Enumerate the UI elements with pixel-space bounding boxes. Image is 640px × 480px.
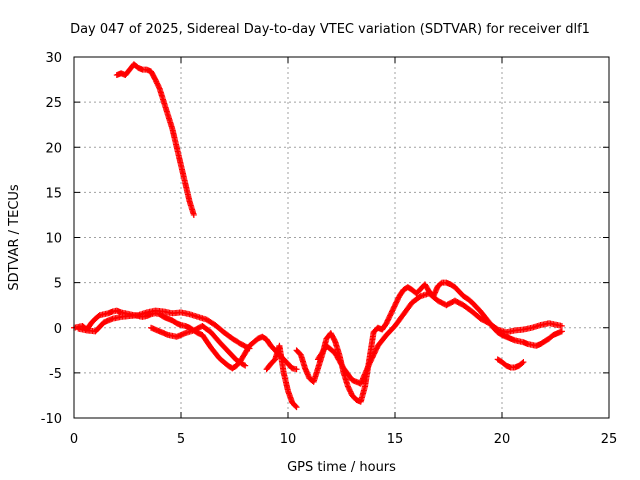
x-tick-label: 15 bbox=[387, 432, 404, 447]
data-point bbox=[558, 322, 565, 329]
x-tick-label: 0 bbox=[70, 432, 78, 447]
data-markers bbox=[71, 61, 565, 411]
x-tick-label: 20 bbox=[494, 432, 511, 447]
data-point bbox=[190, 211, 197, 218]
data-point-fill bbox=[240, 361, 247, 368]
series-arc-g bbox=[494, 356, 527, 371]
x-tick-label: 25 bbox=[601, 432, 618, 447]
data-point-fill bbox=[292, 403, 299, 410]
data-point-fill bbox=[155, 84, 162, 91]
tick-labels: 0 5 10 15 20 25 -10 -5 0 5 10 15 20 25 30 bbox=[41, 51, 618, 447]
data-point bbox=[246, 345, 253, 352]
data-point bbox=[293, 404, 300, 411]
y-axis-label: SDTVAR / TECUs bbox=[7, 184, 22, 291]
series-arc-d bbox=[263, 342, 300, 411]
y-tick-label: -10 bbox=[41, 412, 62, 427]
x-tick-label: 5 bbox=[177, 432, 185, 447]
y-tick-label: -5 bbox=[49, 367, 62, 382]
data-point bbox=[293, 366, 300, 373]
data-point bbox=[558, 328, 565, 335]
y-tick-label: 10 bbox=[45, 232, 62, 247]
y-tick-label: 25 bbox=[45, 96, 62, 111]
data-point-fill bbox=[245, 344, 252, 351]
series-arc-b bbox=[75, 307, 253, 352]
y-tick-label: 0 bbox=[54, 322, 62, 337]
y-tick-label: 5 bbox=[54, 277, 62, 292]
chart-title: Day 047 of 2025, Sidereal Day-to-day VTE… bbox=[70, 22, 590, 37]
grid-lines bbox=[74, 57, 609, 418]
x-axis-label: GPS time / hours bbox=[287, 460, 396, 475]
y-tick-label: 30 bbox=[45, 51, 62, 66]
series-arc-f bbox=[314, 290, 565, 387]
series-arc-high bbox=[113, 61, 197, 218]
series-arc-c bbox=[148, 322, 249, 369]
plot-frame bbox=[73, 56, 610, 419]
data-point-fill bbox=[519, 359, 526, 366]
data-point bbox=[242, 362, 249, 369]
y-tick-label: 15 bbox=[45, 186, 62, 201]
data-point bbox=[520, 359, 527, 366]
x-tick-label: 10 bbox=[280, 432, 297, 447]
y-tick-label: 20 bbox=[45, 141, 62, 156]
